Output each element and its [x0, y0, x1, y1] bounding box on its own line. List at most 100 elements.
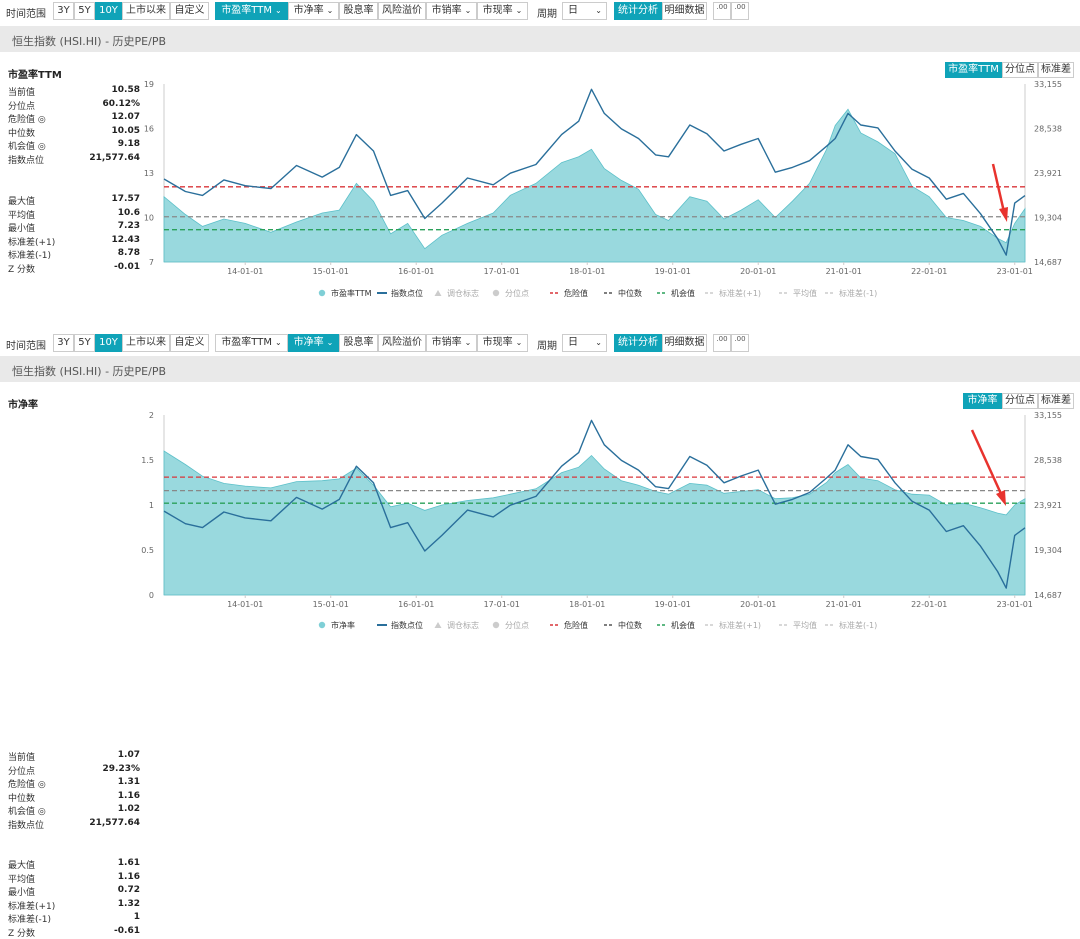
chevron-down-icon: ⌄ — [274, 6, 282, 15]
stat-row: 指数点位 21,577.64 — [8, 153, 140, 166]
y-tick-label: 0.5 — [141, 546, 154, 555]
metric-pe-select[interactable]: 市盈率TTM ⌄ — [215, 2, 288, 20]
stat-label: 危险值 ◎ — [8, 780, 46, 790]
y2-tick-label: 33,155 — [1034, 80, 1062, 89]
stat-label: 最小值 — [8, 888, 36, 898]
stat-row: 最大值 17.57 — [8, 194, 140, 207]
legend-label: 中位数 — [618, 288, 642, 298]
range-10y-button[interactable]: 10Y — [95, 334, 122, 352]
range-all-button[interactable]: 上市以来 — [122, 2, 170, 20]
range-custom-button[interactable]: 自定义 — [170, 334, 209, 352]
range-all-button[interactable]: 上市以来 — [122, 334, 170, 352]
metric-pb-label: 市净率 — [293, 337, 324, 348]
tab-metric[interactable]: 市净率 — [963, 393, 1002, 409]
x-tick-label: 18-01-01 — [569, 600, 605, 609]
x-tick-label: 16-01-01 — [398, 600, 434, 609]
period-select[interactable]: 日 ⌄ — [562, 334, 607, 352]
x-tick-label: 16-01-01 — [398, 267, 434, 276]
metric-dividend-button[interactable]: 股息率 — [339, 334, 378, 352]
range-label: 时间范围 — [6, 341, 46, 352]
detail-data-button[interactable]: 明细数据 — [662, 2, 707, 20]
period-select[interactable]: 日 ⌄ — [562, 2, 607, 20]
stat-label: 机会值 ◎ — [8, 807, 46, 817]
stat-label: 机会值 ◎ — [8, 142, 46, 152]
metric-pcf-select[interactable]: 市现率 ⌄ — [477, 2, 528, 20]
metric-pe-select[interactable]: 市盈率TTM ⌄ — [215, 334, 288, 352]
stat-label: 指数点位 — [8, 820, 45, 831]
legend-label: 标准差(-1) — [839, 620, 877, 630]
stat-label: 标准差(-1) — [8, 915, 51, 925]
index-line — [163, 419, 1026, 589]
metric-dividend-button[interactable]: 股息率 — [339, 2, 378, 20]
range-3y-button[interactable]: 3Y — [53, 2, 74, 20]
stat-value: 12.07 — [111, 112, 140, 122]
range-5y-button[interactable]: 5Y — [74, 334, 95, 352]
stat-label: Z 分数 — [8, 928, 36, 939]
stat-row: 当前值 10.58 — [8, 85, 140, 98]
metric-ps-select[interactable]: 市销率 ⌄ — [426, 334, 477, 352]
stat-value: 9.18 — [117, 139, 140, 149]
stat-value: 10.6 — [117, 207, 140, 218]
pb-chart: 2 1.5 1 0.5 0 33,155 28,538 23,921 19,304 14,687 1… — [141, 411, 1062, 630]
analysis-button[interactable]: 统计分析 — [614, 334, 662, 352]
metric-title: 市盈率TTM — [8, 70, 62, 81]
metric-pb-select[interactable]: 市净率 ⌄ — [288, 334, 339, 352]
range-10y-button[interactable]: 10Y — [95, 2, 122, 20]
range-custom-button[interactable]: 自定义 — [170, 2, 209, 20]
decimal-increase-icon[interactable]: .00 — [731, 2, 749, 20]
legend-dot-icon — [492, 289, 500, 297]
toolbar: 时间范围 3Y 5Y 10Y 上市以来 自定义 市盈率TTM ⌄ 市净率 ⌄ 股息率… — [0, 332, 1080, 354]
x-tick-label: 22-01-01 — [911, 267, 947, 276]
tab-metric[interactable]: 市盈率TTM — [945, 62, 1002, 78]
metric-pcf-select[interactable]: 市现率 ⌄ — [477, 334, 528, 352]
decimal-decrease-icon[interactable]: .00 — [713, 2, 731, 20]
metric-risk-button[interactable]: 风险溢价 — [378, 334, 426, 352]
metric-pe-label: 市盈率TTM — [221, 5, 272, 16]
chevron-down-icon: ⌄ — [326, 338, 334, 347]
metric-ps-select[interactable]: 市销率 ⌄ — [426, 2, 477, 20]
legend-label: 危险值 — [564, 288, 588, 298]
legend-label: 标准差(+1) — [719, 620, 761, 630]
decimal-decrease-icon[interactable]: .00 — [713, 334, 731, 352]
stat-label: 当前值 — [8, 753, 36, 763]
tab-stddev[interactable]: 标准差 — [1038, 62, 1074, 78]
panel-pb: 时间范围 3Y 5Y 10Y 上市以来 自定义 市盈率TTM ⌄ 市净率 ⌄ 股息率… — [0, 332, 1080, 939]
detail-data-button[interactable]: 明细数据 — [662, 334, 707, 352]
stat-value: 1.16 — [117, 871, 140, 882]
stat-row: 危险值 ◎ 12.07 — [8, 112, 140, 125]
stat-label: 最大值 — [8, 861, 36, 871]
metric-pb-select[interactable]: 市净率 ⌄ — [288, 2, 339, 20]
stat-row: 指数点位 21,577.64 — [8, 818, 140, 831]
legend-label: 市净率 — [331, 620, 355, 630]
legend-label: 调仓标志 — [447, 620, 479, 630]
range-3y-button[interactable]: 3Y — [53, 334, 74, 352]
metric-ps-label: 市销率 — [431, 337, 462, 348]
chevron-down-icon: ⌄ — [326, 6, 334, 15]
stat-label: 中位数 — [8, 793, 36, 804]
decimal-increase-icon[interactable]: .00 — [731, 334, 749, 352]
stat-label: 分位点 — [8, 101, 36, 112]
pe-chart: 19 16 13 10 7 33,155 28,538 23,921 19,304 14,687 1… — [144, 80, 1062, 298]
period-value: 日 — [568, 5, 578, 16]
valuation-area — [163, 450, 1026, 596]
tab-stddev[interactable]: 标准差 — [1038, 393, 1074, 409]
y2-tick-label: 14,687 — [1034, 591, 1062, 600]
chevron-down-icon: ⌄ — [274, 338, 282, 347]
stat-label: Z 分数 — [8, 264, 36, 275]
y2-tick-label: 19,304 — [1034, 214, 1062, 223]
metric-pb-label: 市净率 — [293, 5, 324, 16]
stat-label: 当前值 — [8, 88, 36, 98]
icon-decimal-text: .00 — [734, 335, 746, 343]
legend-label: 分位点 — [505, 288, 529, 298]
tab-percentile[interactable]: 分位点 — [1002, 393, 1038, 409]
panel-title-bar: 恒生指数 (HSI.HI) - 历史PE/PB — [0, 26, 1080, 52]
range-5y-button[interactable]: 5Y — [74, 2, 95, 20]
metric-ps-label: 市销率 — [431, 5, 462, 16]
stat-row: 机会值 ◎ 1.02 — [8, 804, 140, 817]
x-tick-label: 19-01-01 — [655, 267, 691, 276]
metric-pcf-label: 市现率 — [482, 5, 513, 16]
metric-risk-button[interactable]: 风险溢价 — [378, 2, 426, 20]
analysis-button[interactable]: 统计分析 — [614, 2, 662, 20]
period-value: 日 — [568, 337, 578, 348]
tab-percentile[interactable]: 分位点 — [1002, 62, 1038, 78]
